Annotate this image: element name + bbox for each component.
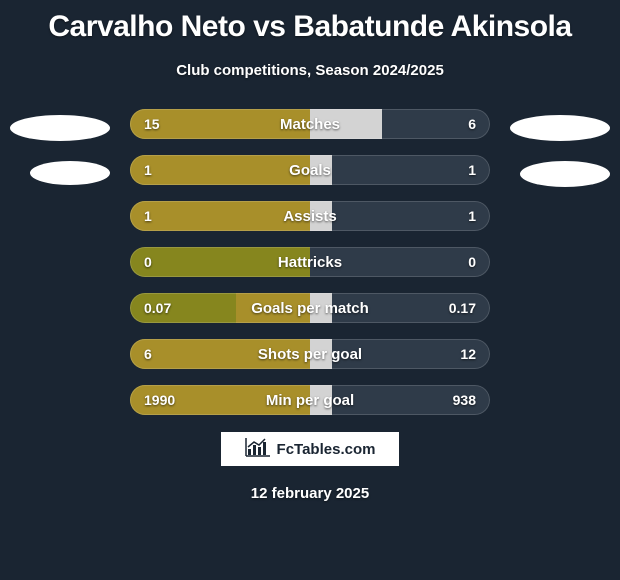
- bar-row: 00Hattricks: [130, 247, 490, 277]
- bar-left-fill: [236, 293, 310, 323]
- bar-right-track: [310, 201, 490, 231]
- bar-right-track: [310, 293, 490, 323]
- bar-row: 11Assists: [130, 201, 490, 231]
- bar-right-fill: [310, 109, 382, 139]
- bar-row: 612Shots per goal: [130, 339, 490, 369]
- player-right-badge-1: [510, 115, 610, 141]
- watermark-text: FcTables.com: [277, 441, 376, 458]
- bar-right-track: [310, 339, 490, 369]
- bar-right-fill: [310, 201, 332, 231]
- bar-left-fill: [130, 155, 310, 185]
- subtitle: Club competitions, Season 2024/2025: [0, 62, 620, 79]
- bar-row: 156Matches: [130, 109, 490, 139]
- bar-row: 11Goals: [130, 155, 490, 185]
- bar-right-fill: [310, 293, 332, 323]
- bar-right-track: [310, 247, 490, 277]
- bar-left-fill: [130, 339, 310, 369]
- bar-right-fill: [310, 155, 332, 185]
- page-title: Carvalho Neto vs Babatunde Akinsola: [0, 0, 620, 44]
- bar-row: 0.070.17Goals per match: [130, 293, 490, 323]
- player-left-badge-2: [30, 161, 110, 185]
- player-left-badge-1: [10, 115, 110, 141]
- bar-right-track: [310, 385, 490, 415]
- bar-left-track: [130, 247, 310, 277]
- bar-row: 1990938Min per goal: [130, 385, 490, 415]
- date-text: 12 february 2025: [0, 485, 620, 502]
- bar-right-track: [310, 155, 490, 185]
- bar-right-fill: [310, 385, 332, 415]
- player-right-badge-2: [520, 161, 610, 187]
- comparison-chart: 156Matches 11Goals 11Assists 00Hattricks 0.0…: [0, 109, 620, 415]
- bars-container: 156Matches 11Goals 11Assists 00Hattricks 0.0…: [130, 109, 490, 415]
- watermark: FcTables.com: [220, 431, 400, 467]
- bar-left-fill: [130, 201, 310, 231]
- bar-left-fill: [130, 385, 310, 415]
- bar-left-fill: [130, 109, 310, 139]
- bar-right-fill: [310, 339, 332, 369]
- chart-icon: [245, 437, 271, 462]
